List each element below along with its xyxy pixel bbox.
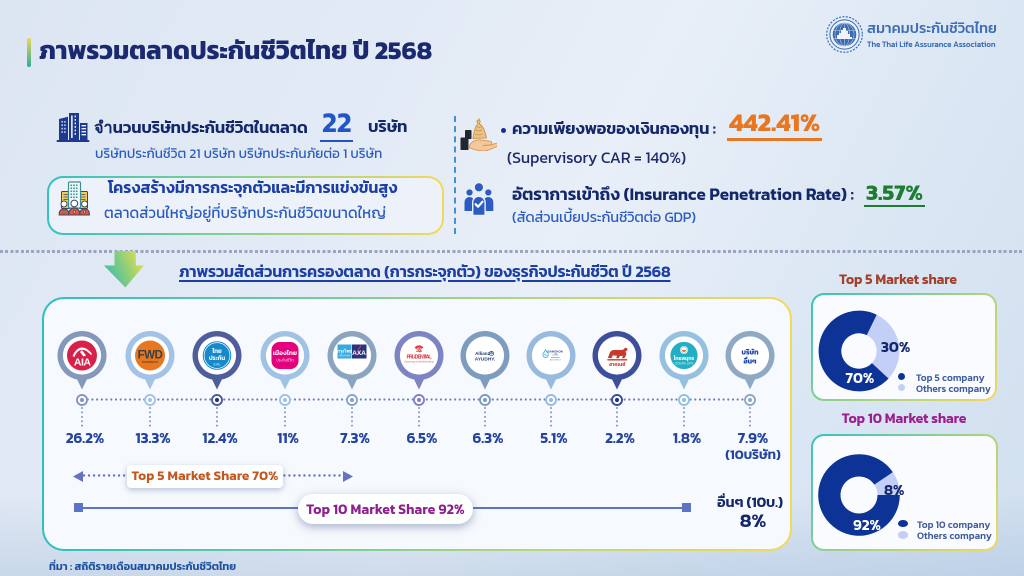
svg-text:กรุงไทย: กรุงไทย	[337, 348, 352, 355]
svg-text:ASSURANCE: ASSURANCE	[550, 358, 562, 361]
svg-text:OCEAN LIFE: OCEAN LIFE	[675, 362, 694, 366]
svg-text:AYUDHY.: AYUDHY.	[475, 357, 496, 363]
svg-text:บริษัท: บริษัท	[741, 346, 759, 357]
svg-text:FWD: FWD	[138, 350, 163, 362]
svg-text:insurance: insurance	[142, 360, 158, 364]
svg-text:ไทยสมุทร: ไทยสมุทร	[673, 355, 695, 363]
svg-text:Allianz: Allianz	[475, 351, 491, 356]
svg-text:อื่นๆ: อื่นๆ	[743, 356, 757, 367]
svg-text:ไทย: ไทย	[211, 347, 222, 356]
svg-text:PRUDENTIAL: PRUDENTIAL	[407, 355, 433, 361]
svg-text:AIA: AIA	[74, 357, 92, 369]
svg-text:Elite: Elite	[214, 363, 221, 367]
svg-text:อาคเนย์: อาคเนย์	[609, 360, 625, 368]
svg-text:ANGKHAI: ANGKHAI	[339, 354, 351, 358]
svg-text:ประกันชีวิต: ประกันชีวิต	[276, 358, 294, 364]
svg-text:ประกัน: ประกัน	[209, 354, 226, 363]
svg-text:LIFE: LIFE	[553, 354, 559, 357]
svg-text:เมืองไทย: เมืองไทย	[273, 348, 297, 358]
svg-text:BANGKOK: BANGKOK	[548, 350, 564, 354]
svg-text:listening understanding: listening understanding	[405, 360, 434, 364]
svg-text:AXA: AXA	[352, 350, 366, 357]
